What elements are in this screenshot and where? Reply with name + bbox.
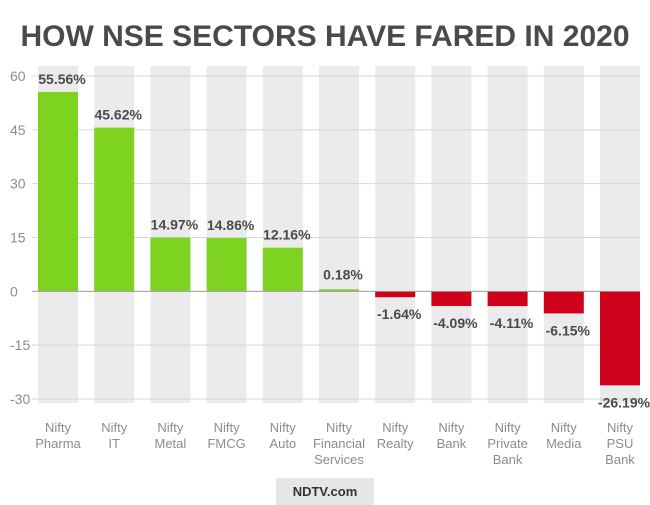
- column-band: [431, 66, 472, 403]
- x-tick-label: Services: [314, 452, 364, 467]
- x-tick-label: IT: [108, 436, 120, 451]
- value-label: 45.62%: [94, 107, 142, 123]
- value-label: -6.15%: [546, 322, 591, 338]
- x-tick-label: Nifty: [607, 420, 634, 435]
- bar: [431, 291, 472, 307]
- bar: [150, 237, 191, 292]
- x-tick-label: PSU: [607, 436, 634, 451]
- x-tick-label: Nifty: [214, 420, 241, 435]
- bar: [487, 291, 528, 307]
- y-axis: 60 45 30 15 0 -15 -30: [10, 68, 30, 407]
- bar: [543, 291, 584, 314]
- x-tick-label: Bank: [437, 436, 467, 451]
- y-tick-label: -15: [10, 337, 30, 353]
- value-label: 14.97%: [151, 217, 199, 233]
- x-axis: NiftyPharmaNiftyITNiftyMetalNiftyFMCGNif…: [35, 420, 635, 467]
- bar: [94, 127, 135, 292]
- x-tick-label: Nifty: [101, 420, 128, 435]
- x-tick-label: Nifty: [270, 420, 297, 435]
- value-label: 12.16%: [263, 227, 311, 243]
- x-tick-label: Realty: [377, 436, 414, 451]
- bars: [38, 91, 640, 386]
- column-band: [319, 66, 359, 403]
- x-tick-label: Nifty: [326, 420, 353, 435]
- y-tick-label: -30: [10, 391, 30, 407]
- bar: [600, 291, 640, 386]
- x-tick-label: Bank: [493, 452, 523, 467]
- x-tick-label: Metal: [155, 436, 187, 451]
- ndtv-logo-text: NDTV.com: [292, 484, 358, 499]
- y-tick-label: 45: [10, 122, 26, 138]
- column-band: [543, 66, 584, 403]
- column-band: [262, 66, 303, 403]
- x-tick-label: Nifty: [45, 420, 72, 435]
- value-label: -1.64%: [377, 306, 422, 322]
- bar: [38, 91, 78, 292]
- x-tick-label: FMCG: [207, 436, 245, 451]
- bar: [319, 289, 359, 292]
- x-tick-label: Nifty: [382, 420, 409, 435]
- y-tick-label: 30: [10, 176, 26, 192]
- x-tick-label: Auto: [269, 436, 296, 451]
- value-label: -26.19%: [598, 394, 650, 410]
- x-tick-label: Bank: [605, 452, 635, 467]
- x-tick-label: Private: [487, 436, 527, 451]
- column-band: [150, 66, 191, 403]
- x-tick-label: Nifty: [157, 420, 184, 435]
- bar: [262, 247, 303, 292]
- x-tick-label: Nifty: [438, 420, 465, 435]
- x-tick-label: Nifty: [495, 420, 522, 435]
- value-label: 0.18%: [323, 266, 363, 282]
- column-band: [375, 66, 416, 403]
- value-label: -4.09%: [433, 315, 478, 331]
- bar: [375, 291, 416, 298]
- x-tick-label: Nifty: [551, 420, 578, 435]
- column-band: [206, 66, 247, 403]
- column-band: [487, 66, 528, 403]
- value-label: 55.56%: [38, 71, 86, 87]
- y-tick-label: 60: [10, 68, 26, 84]
- x-tick-label: Media: [546, 436, 582, 451]
- x-tick-label: Pharma: [35, 436, 81, 451]
- value-labels: 55.56% 45.62% 14.97% 14.86% 12.16% 0.18% -1.64…: [38, 71, 650, 410]
- y-tick-label: 0: [10, 283, 18, 299]
- value-label: -4.11%: [490, 315, 534, 331]
- chart-title: HOW NSE SECTORS HAVE FARED IN 2020: [20, 20, 630, 53]
- value-label: 14.86%: [207, 217, 255, 233]
- bar: [206, 238, 247, 292]
- footer-badge: NDTV.com: [276, 478, 374, 505]
- x-tick-label: Financial: [313, 436, 365, 451]
- y-tick-label: 15: [10, 230, 26, 246]
